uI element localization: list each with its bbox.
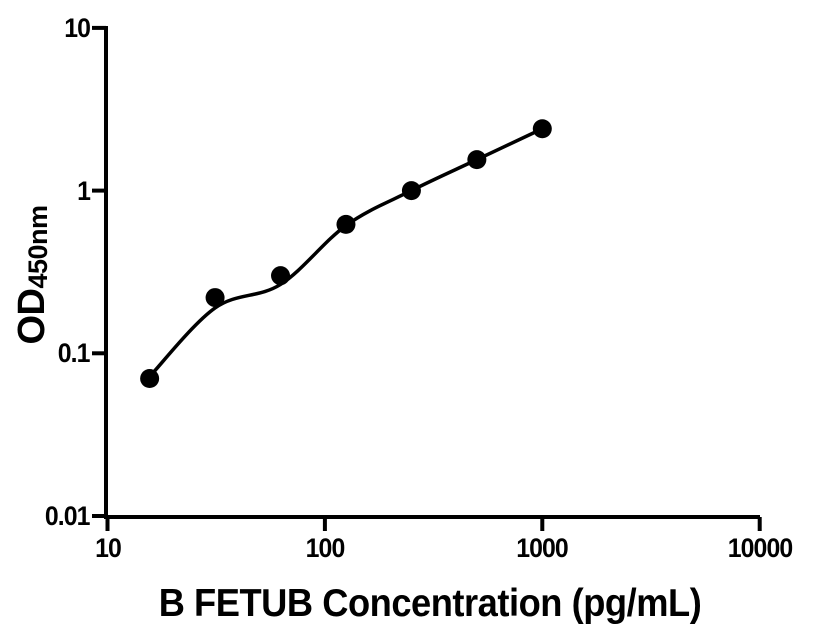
y-axis-title-main: OD [11,288,53,345]
x-tick-label-100: 100 [305,533,346,563]
x-tick-label-10000: 10000 [727,533,792,563]
data-point [401,181,421,201]
data-point [467,150,487,170]
data-point [532,119,552,139]
data-point [205,288,225,308]
y-tick-label-10: 10 [64,12,91,43]
data-point [336,214,356,234]
y-tick-label-0.01: 0.01 [45,501,91,531]
y-axis-title-subscript: 450nm [23,205,53,289]
y-tick-label-0.1: 0.1 [58,338,91,369]
data-point [271,266,291,286]
x-axis-title: B FETUB Concentration (pg/mL) [158,582,702,625]
x-tick-label-10: 10 [94,533,122,563]
data-point [140,369,160,389]
x-tick-label-1000: 1000 [516,533,570,563]
y-axis-title: OD 450nm [11,165,57,385]
y-tick-label-1: 1 [77,175,91,206]
